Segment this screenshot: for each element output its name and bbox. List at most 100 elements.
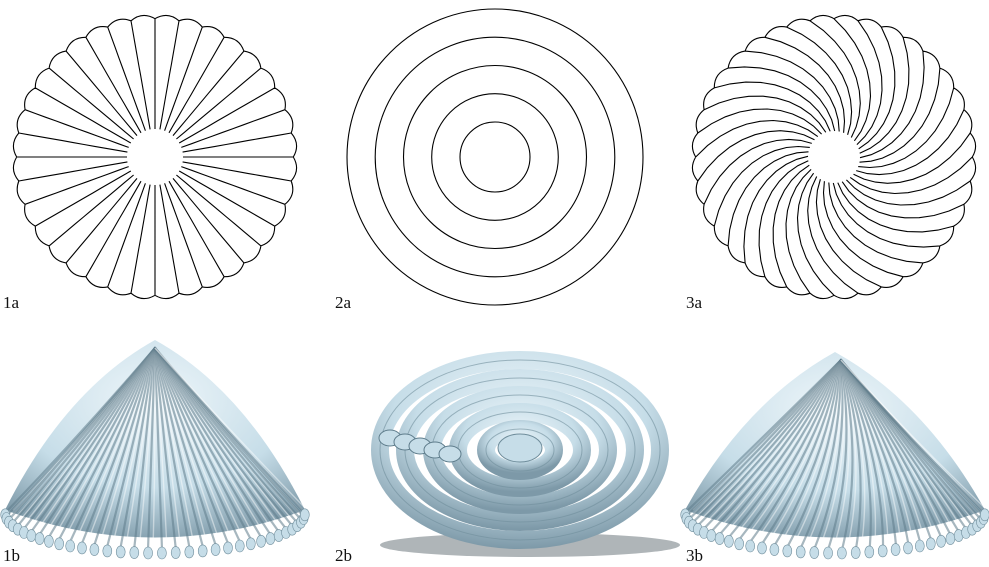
rib bbox=[839, 358, 862, 551]
rib bbox=[47, 346, 157, 539]
rib bbox=[748, 358, 843, 544]
panel-1b: 1b bbox=[0, 320, 330, 567]
panel-label-1b: 1b bbox=[3, 546, 20, 565]
scallop bbox=[129, 546, 140, 559]
panel-label-3a: 3a bbox=[686, 293, 703, 312]
spiral-cone bbox=[680, 352, 989, 560]
rib bbox=[737, 358, 843, 542]
scallop bbox=[170, 546, 181, 559]
rib bbox=[718, 358, 843, 536]
rib bbox=[153, 346, 253, 542]
rib bbox=[785, 358, 843, 549]
rib bbox=[68, 346, 157, 544]
rib bbox=[839, 358, 854, 552]
scallop bbox=[724, 535, 734, 548]
scallop bbox=[256, 535, 266, 548]
scallop bbox=[925, 537, 936, 551]
scallop bbox=[823, 546, 833, 560]
panel-2b: 2b bbox=[330, 320, 680, 567]
rib bbox=[760, 358, 843, 546]
rib bbox=[839, 358, 910, 546]
rib bbox=[710, 358, 843, 533]
rib bbox=[153, 346, 242, 544]
scallop bbox=[210, 543, 221, 556]
ring bbox=[431, 93, 559, 221]
scallop bbox=[745, 539, 755, 553]
scallop bbox=[26, 529, 37, 542]
scallop bbox=[980, 508, 989, 522]
scallop bbox=[809, 546, 820, 559]
scallop bbox=[890, 543, 901, 556]
spiral-petal-outline bbox=[691, 14, 977, 300]
radial-ribbed-cone-render bbox=[0, 340, 310, 560]
scallop bbox=[706, 529, 717, 542]
rib bbox=[38, 346, 157, 536]
panel-3a: 3a bbox=[660, 0, 989, 315]
rib-highlight bbox=[840, 359, 988, 511]
rib bbox=[153, 346, 205, 549]
scallop bbox=[299, 508, 310, 522]
coil-ring-edge bbox=[379, 359, 661, 541]
scallop bbox=[877, 544, 888, 558]
scallop bbox=[223, 541, 233, 555]
ring bbox=[402, 64, 588, 250]
scallop bbox=[864, 545, 875, 559]
rib bbox=[697, 358, 843, 526]
scallop bbox=[77, 541, 87, 555]
center-bump bbox=[497, 433, 543, 463]
rib bbox=[839, 358, 885, 549]
coil-ring-edge bbox=[485, 428, 555, 472]
rib-highlight bbox=[154, 347, 308, 511]
scallop bbox=[34, 532, 45, 545]
concentric-ring-pattern bbox=[346, 8, 644, 306]
scallop bbox=[850, 546, 861, 559]
rib bbox=[153, 346, 304, 512]
radial-petal-pattern bbox=[12, 14, 298, 300]
braid-segment bbox=[438, 445, 462, 463]
ring bbox=[459, 121, 531, 193]
rib bbox=[153, 346, 218, 548]
scallop bbox=[246, 537, 256, 551]
scallop bbox=[184, 545, 195, 559]
scallop bbox=[65, 539, 75, 553]
rib bbox=[839, 358, 898, 548]
rib bbox=[146, 346, 157, 552]
scallop bbox=[903, 541, 913, 555]
scallop bbox=[945, 532, 956, 545]
rib bbox=[703, 358, 843, 530]
scallop bbox=[265, 532, 276, 545]
rib bbox=[153, 346, 164, 552]
panel-label-2b: 2b bbox=[335, 546, 352, 565]
scallop bbox=[769, 543, 780, 556]
rib bbox=[153, 346, 177, 551]
coil-saddle bbox=[371, 351, 680, 557]
rib bbox=[813, 358, 844, 551]
rib bbox=[839, 358, 872, 550]
scallop bbox=[143, 546, 153, 560]
scallop bbox=[44, 535, 54, 548]
rib bbox=[153, 346, 191, 550]
scallop bbox=[782, 544, 793, 558]
scallop bbox=[914, 539, 925, 553]
panel-1a: 1a bbox=[0, 0, 330, 315]
rib bbox=[799, 358, 843, 550]
radial-cone bbox=[0, 340, 310, 560]
scallop bbox=[235, 539, 245, 553]
panel-label-3b: 3b bbox=[686, 546, 703, 565]
panel-label-1a: 1a bbox=[3, 293, 20, 312]
rib bbox=[772, 358, 843, 548]
concentric-coil-saddle-render bbox=[371, 351, 680, 557]
scallop bbox=[936, 535, 946, 548]
scallop bbox=[734, 537, 744, 551]
rib bbox=[692, 358, 843, 523]
scallop bbox=[54, 537, 65, 551]
scallop bbox=[197, 544, 208, 558]
scallop bbox=[714, 532, 725, 545]
rib bbox=[153, 346, 263, 539]
rib bbox=[57, 346, 157, 542]
rib bbox=[80, 346, 157, 546]
panel-3b: 3b bbox=[660, 320, 989, 567]
ring bbox=[374, 36, 616, 278]
spiral-petal-pattern bbox=[691, 14, 977, 300]
scallop bbox=[157, 546, 167, 560]
